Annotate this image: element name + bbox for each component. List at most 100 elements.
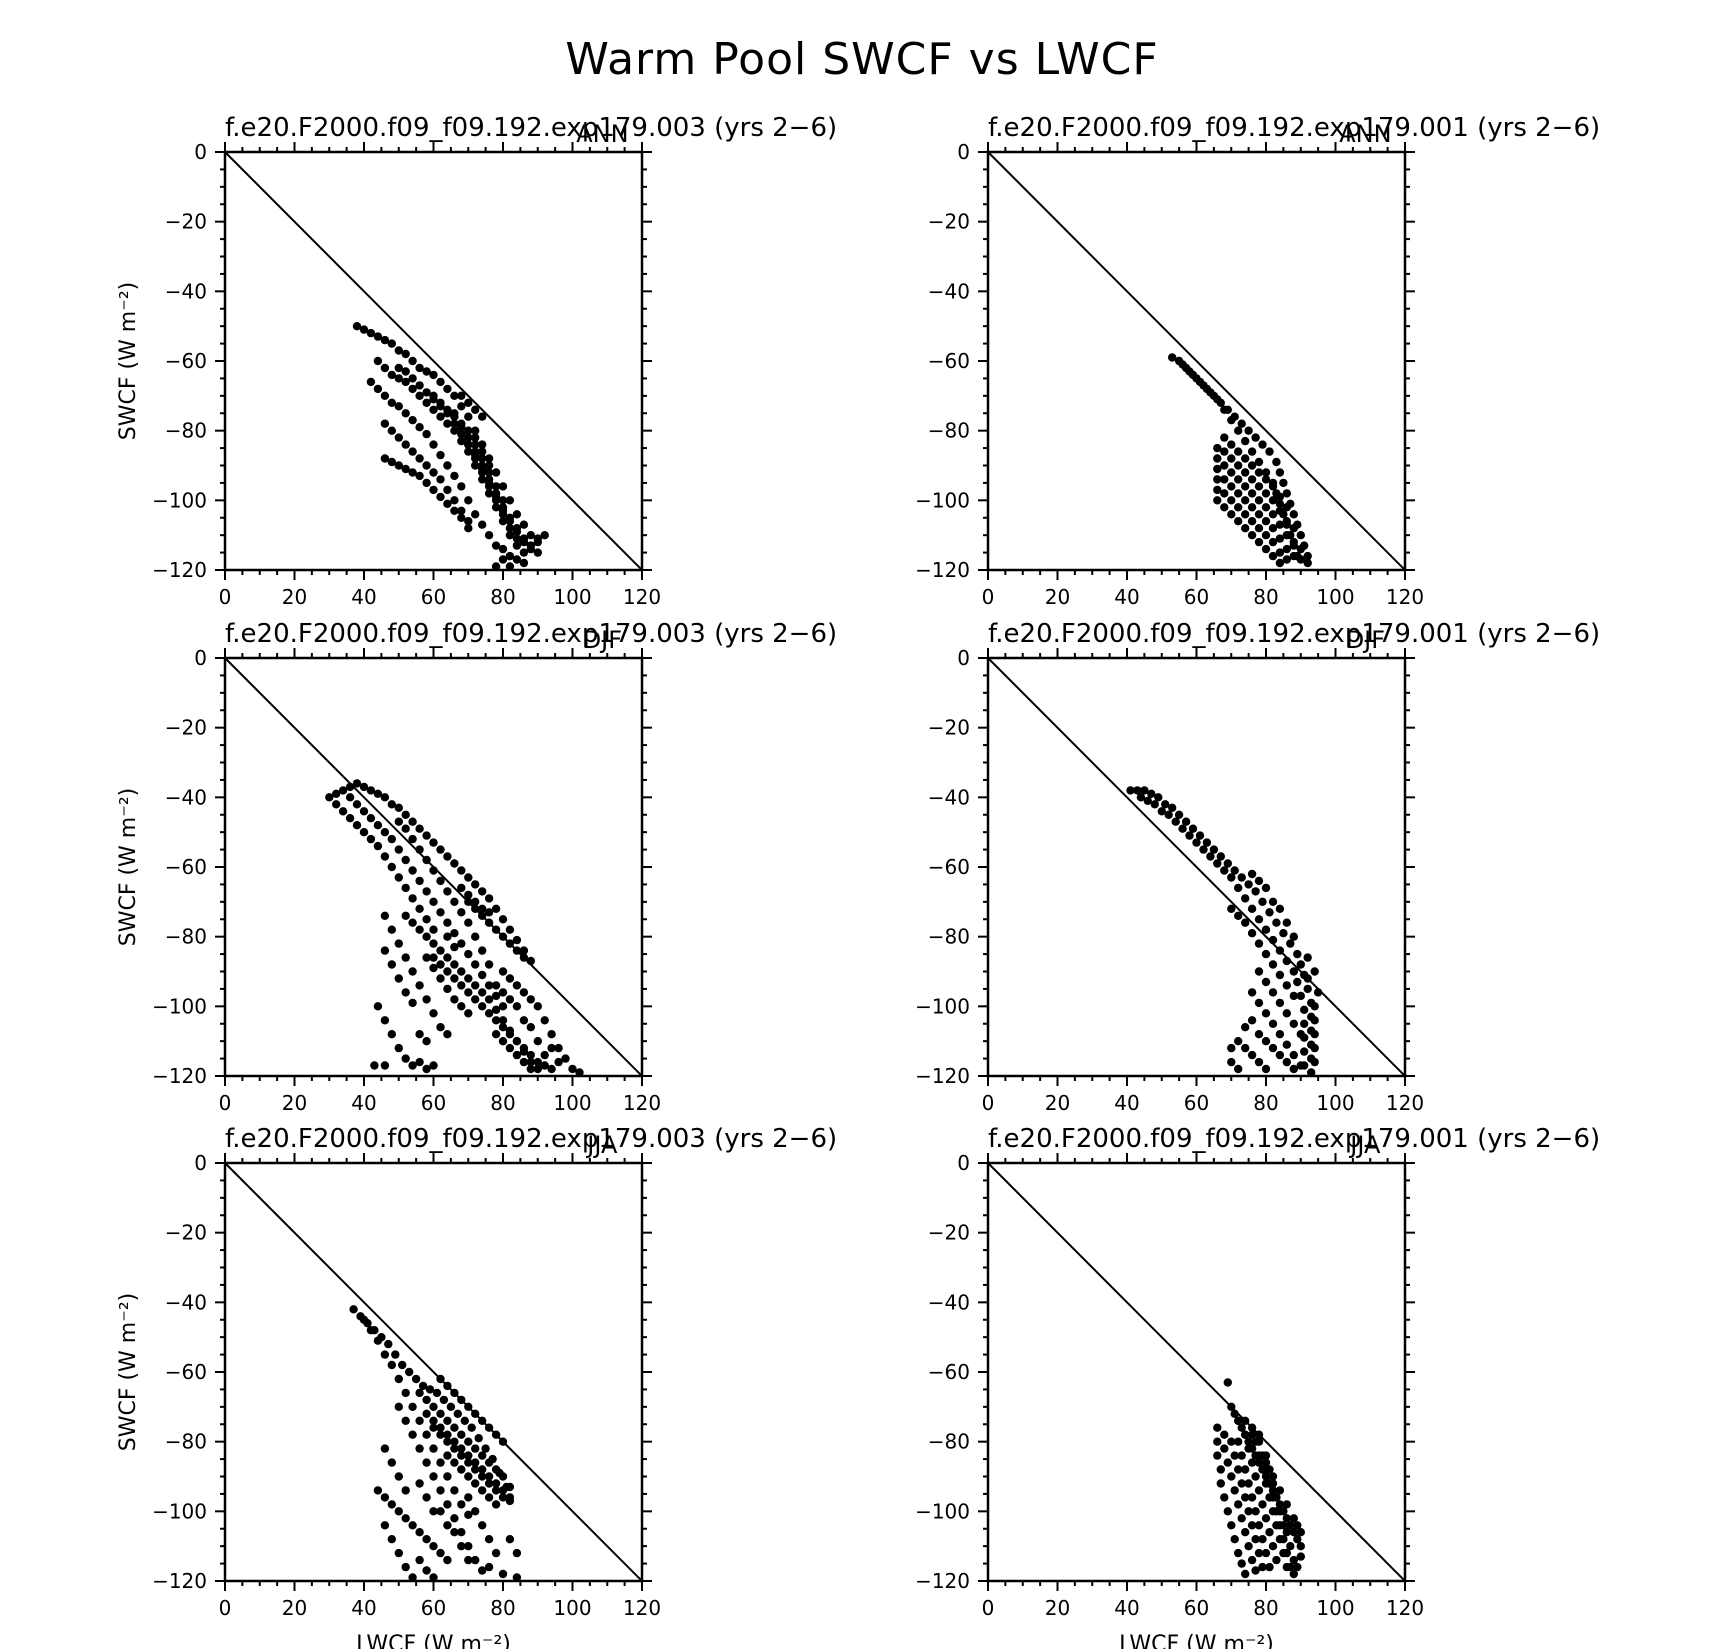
- data-point: [373, 841, 383, 851]
- data-point: [1289, 1555, 1299, 1565]
- data-point: [471, 995, 480, 1004]
- data-point: [1251, 887, 1260, 896]
- data-point: [1244, 1542, 1253, 1551]
- data-point: [457, 967, 466, 976]
- data-point: [1293, 949, 1302, 959]
- data-point: [1310, 1002, 1319, 1011]
- data-point: [1247, 1430, 1257, 1439]
- data-point: [429, 1444, 438, 1453]
- data-point: [332, 789, 341, 798]
- data-point: [387, 834, 396, 844]
- data-point: [1268, 1479, 1278, 1488]
- data-point: [387, 1030, 396, 1039]
- data-point: [1303, 558, 1312, 568]
- data-point: [387, 800, 396, 809]
- data-point: [484, 489, 494, 498]
- data-point: [471, 433, 480, 442]
- data-point: [1223, 859, 1233, 868]
- data-point: [415, 363, 424, 373]
- data-point: [1223, 1507, 1233, 1516]
- data-point: [1227, 904, 1236, 913]
- data-point: [450, 496, 459, 505]
- x-tick-label: 100: [1316, 1091, 1354, 1115]
- data-point: [1268, 1043, 1278, 1053]
- data-point: [1244, 426, 1253, 435]
- data-point: [359, 807, 369, 816]
- data-point: [439, 1395, 449, 1405]
- data-point: [422, 398, 431, 407]
- data-point: [436, 1548, 445, 1558]
- y-tick-label: −100: [915, 994, 970, 1018]
- data-point: [1234, 426, 1243, 435]
- data-point: [481, 1444, 490, 1453]
- x-tick-label: 0: [219, 1091, 232, 1115]
- data-point: [366, 786, 376, 795]
- data-point: [512, 510, 522, 519]
- data-point: [408, 1061, 417, 1070]
- scatter-points: [349, 1305, 522, 1582]
- data-point: [1247, 475, 1257, 484]
- data-point: [471, 1555, 480, 1565]
- x-tick-label: 0: [219, 1596, 232, 1620]
- data-point: [1275, 558, 1285, 568]
- data-point: [1261, 531, 1271, 540]
- y-tick-label: −120: [915, 558, 970, 582]
- data-point: [498, 1037, 508, 1046]
- data-point: [1268, 510, 1278, 519]
- x-tick-label: 120: [1386, 1091, 1424, 1115]
- data-point: [457, 939, 466, 948]
- data-point: [429, 1009, 438, 1018]
- x-tick-label: 40: [351, 1091, 376, 1115]
- data-point: [1185, 831, 1194, 840]
- data-point: [505, 524, 515, 533]
- data-point: [415, 381, 424, 390]
- data-point: [450, 974, 459, 983]
- data-point: [443, 984, 452, 994]
- data-point: [408, 1521, 417, 1530]
- data-point: [415, 1444, 424, 1453]
- data-point: [436, 377, 445, 387]
- data-point: [1261, 475, 1271, 484]
- data-point: [422, 1458, 431, 1467]
- data-point: [478, 904, 487, 913]
- data-point: [429, 963, 438, 973]
- data-point: [1258, 1535, 1267, 1544]
- data-point: [505, 513, 515, 522]
- data-point: [1254, 1458, 1264, 1467]
- data-point: [398, 1360, 407, 1370]
- data-point: [443, 1472, 452, 1481]
- data-point: [505, 974, 515, 983]
- data-point: [1247, 1050, 1257, 1060]
- data-point: [1275, 492, 1285, 502]
- data-point: [415, 1057, 424, 1067]
- data-point: [366, 328, 376, 338]
- data-point: [498, 988, 508, 997]
- data-point: [464, 496, 473, 505]
- data-point: [408, 866, 417, 875]
- data-point: [1241, 1043, 1250, 1053]
- data-point: [408, 468, 417, 477]
- scatter-panel-djf-1: f.e20.F2000.f09_f09.192.exp179.003 (yrs …: [116, 619, 837, 1115]
- data-point: [1234, 517, 1243, 526]
- panel-title: f.e20.F2000.f09_f09.192.exp179.003 (yrs …: [225, 1124, 837, 1154]
- y-tick-label: −120: [152, 1064, 207, 1088]
- y-axis-label: SWCF (W m⁻²): [116, 788, 141, 947]
- data-point: [491, 1465, 501, 1474]
- data-point: [1241, 1493, 1250, 1502]
- data-point: [491, 904, 501, 913]
- data-point: [471, 932, 480, 941]
- data-point: [1213, 1423, 1222, 1432]
- data-point: [443, 1521, 452, 1530]
- data-point: [1192, 838, 1201, 847]
- x-axis-label: LWCF (W m⁻²): [356, 1632, 511, 1649]
- y-axis: 0 −20 −40 −60 −80 −100 −120: [152, 140, 652, 582]
- data-point: [1241, 894, 1250, 903]
- data-point: [1268, 496, 1278, 505]
- data-point: [1247, 517, 1257, 526]
- data-point: [1136, 793, 1146, 802]
- data-point: [401, 810, 410, 819]
- data-point: [457, 908, 466, 917]
- data-point: [1234, 461, 1243, 470]
- data-point: [325, 793, 334, 802]
- data-point: [436, 908, 445, 917]
